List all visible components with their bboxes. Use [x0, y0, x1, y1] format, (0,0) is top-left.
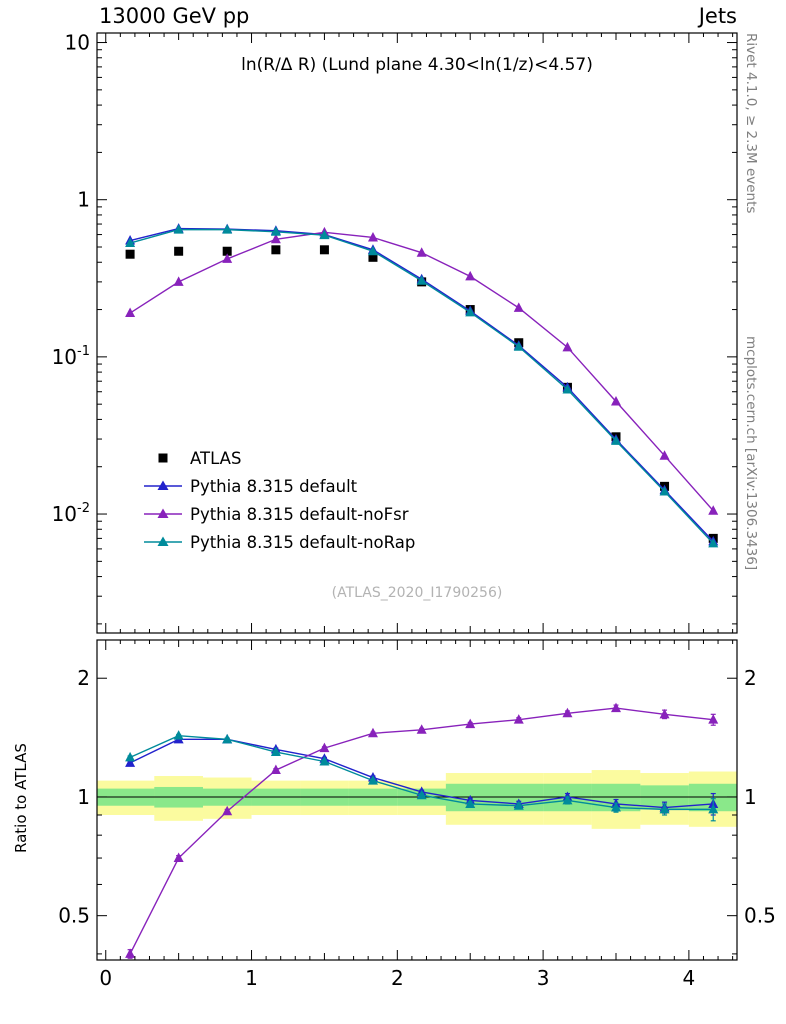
default-triangle-icon: [140, 479, 186, 493]
ratio-series-pythia-8-315-default-nofsr: [125, 702, 719, 959]
analysis-object-label: Jets: [698, 4, 737, 28]
svg-text:1: 1: [77, 785, 90, 809]
svg-text:2: 2: [744, 666, 757, 690]
svg-text:10-2: 10-2: [52, 501, 90, 526]
svg-text:2: 2: [77, 666, 90, 690]
svg-text:10: 10: [65, 31, 90, 55]
svg-text:0: 0: [99, 966, 112, 990]
beam-energy-label: 13000 GeV pp: [99, 4, 250, 28]
axis-tick-labels: 0 1 2 3 4 10 1 10-1 10-2 2 2 1 1 0.5 0.5: [52, 31, 776, 990]
svg-text:0.5: 0.5: [58, 904, 90, 928]
ratio-axis-label: Ratio to ATLAS: [12, 743, 30, 853]
svg-text:2: 2: [391, 966, 404, 990]
rivet-version-label: Rivet 4.1.0, ≥ 2.3M events: [743, 33, 759, 214]
legend-label-default: Pythia 8.315 default: [190, 476, 358, 496]
norap-triangle-icon: [140, 535, 186, 549]
svg-text:3: 3: [537, 966, 550, 990]
legend-label-atlas: ATLAS: [190, 448, 242, 468]
nofsr-triangle-icon: [140, 507, 186, 521]
ratio-series-pythia-8-315-default-norap: [125, 730, 719, 822]
svg-text:4: 4: [683, 966, 696, 990]
ratio-panel-frame: [96, 639, 738, 961]
legend-item-nofsr: Pythia 8.315 default-noFsr: [140, 500, 415, 528]
legend-item-default: Pythia 8.315 default: [140, 472, 415, 500]
legend-label-norap: Pythia 8.315 default-noRap: [190, 532, 416, 552]
atlas-square-icon: [140, 451, 186, 465]
legend-item-atlas: ATLAS: [140, 444, 415, 472]
svg-text:0.5: 0.5: [744, 904, 776, 928]
legend: ATLAS Pythia 8.315 default Pythia 8.315 …: [140, 444, 415, 556]
plot-title: ln(R/Δ R) (Lund plane 4.30<ln(1/z)<4.57): [241, 55, 593, 75]
main-series-pythia-8-315-default-nofsr: [125, 226, 719, 515]
legend-label-nofsr: Pythia 8.315 default-noFsr: [190, 504, 409, 524]
legend-item-norap: Pythia 8.315 default-noRap: [140, 528, 415, 556]
svg-text:1: 1: [77, 188, 90, 212]
main-series-pythia-8-315-default-norap: [125, 224, 719, 548]
svg-text:1: 1: [744, 785, 757, 809]
watermark: (ATLAS_2020_I1790256): [331, 585, 503, 601]
svg-text:1: 1: [245, 966, 258, 990]
main-panel-frame: [96, 32, 738, 634]
axis-ticks: [97, 33, 737, 960]
uncertainty-bands: [97, 770, 737, 829]
mcplots-reference-label: mcplots.cern.ch [arXiv:1306.3436]: [743, 336, 759, 571]
svg-text:10-1: 10-1: [52, 344, 90, 369]
